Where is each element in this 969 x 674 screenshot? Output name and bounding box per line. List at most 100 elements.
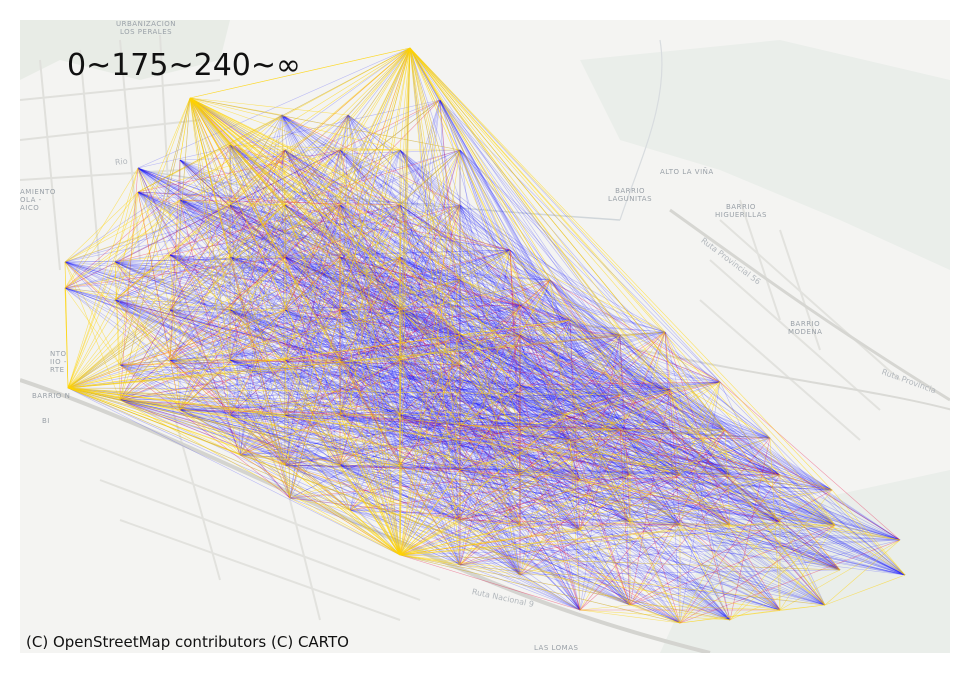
flow-line — [579, 524, 681, 531]
flow-line — [64, 149, 461, 263]
flow-line — [579, 609, 681, 624]
flow-line — [409, 47, 781, 523]
flow-line — [284, 204, 291, 499]
flow-line — [399, 519, 461, 556]
flow-line — [137, 167, 621, 396]
flow-line — [137, 191, 836, 526]
flow-line — [679, 474, 836, 526]
flow-line — [569, 439, 631, 606]
flow-line — [284, 114, 349, 151]
flow-line — [399, 304, 521, 556]
flow-line — [399, 429, 621, 556]
flow-line — [119, 399, 906, 576]
flow-line — [179, 334, 521, 411]
flow-line — [119, 364, 781, 476]
flow-line — [64, 287, 841, 571]
flow-line — [284, 204, 341, 311]
legend-title: 0~175~240~∞ — [67, 48, 302, 83]
flow-line — [179, 409, 401, 416]
flow-line — [459, 474, 781, 566]
flow-line — [339, 309, 401, 361]
flow-line — [399, 47, 411, 151]
flow-line — [399, 554, 731, 621]
flow-line — [564, 414, 731, 526]
flow-line — [519, 334, 841, 571]
flow-line — [399, 359, 461, 366]
main-road — [669, 208, 950, 402]
flow-line — [399, 256, 731, 476]
flow-line — [399, 381, 721, 556]
flow-line — [67, 387, 521, 526]
flow-line — [229, 256, 906, 576]
flow-line — [64, 204, 231, 289]
flow-line — [229, 334, 621, 416]
flow-line — [281, 114, 401, 556]
flow-line — [229, 256, 401, 416]
flow-line — [119, 97, 191, 401]
flow-line — [239, 149, 286, 456]
flow-line — [459, 149, 731, 476]
flow-line — [64, 144, 231, 289]
flow-line — [119, 256, 286, 401]
flow-line — [399, 359, 681, 476]
flow-line — [519, 334, 621, 396]
flow-line — [347, 114, 631, 606]
flow-line — [409, 47, 461, 566]
flow-line — [229, 114, 349, 416]
flow-line — [137, 167, 341, 258]
flow-line — [439, 99, 726, 431]
flow-line — [179, 159, 906, 576]
flow-line — [284, 149, 841, 571]
flow-line — [459, 424, 631, 476]
flow-line — [459, 469, 631, 606]
flow-line — [339, 256, 401, 416]
flow-line — [729, 524, 836, 621]
flow-line — [239, 454, 901, 541]
flow-line — [284, 414, 681, 624]
flow-line — [459, 469, 901, 541]
flow-line — [729, 437, 771, 621]
basemap-tiles — [20, 20, 950, 653]
flow-line — [284, 149, 401, 206]
flow-line — [779, 474, 833, 491]
flow-line — [284, 464, 631, 476]
flow-line — [349, 334, 621, 511]
flow-line — [629, 429, 726, 606]
flow-line — [409, 47, 621, 396]
flow-line — [569, 439, 781, 476]
flow-line — [169, 149, 461, 361]
flow-line — [339, 256, 521, 306]
flow-line — [67, 387, 731, 526]
flow-line — [399, 256, 781, 523]
flow-line — [399, 149, 461, 258]
flow-line — [64, 287, 901, 541]
flow-line — [284, 47, 411, 361]
flow-line — [399, 479, 581, 556]
flow-line — [519, 304, 681, 476]
flow-line — [579, 474, 731, 611]
flow-line — [64, 199, 181, 263]
flow-line — [189, 97, 826, 606]
flow-line — [114, 299, 181, 411]
flow-line — [239, 204, 286, 456]
flow-line — [339, 204, 906, 576]
flow-line — [67, 279, 461, 389]
flow-line — [64, 191, 139, 289]
flow-line — [399, 359, 826, 606]
flow-line — [281, 114, 666, 333]
flow-line — [399, 309, 781, 611]
flow-line — [289, 474, 521, 499]
flow-line — [399, 249, 511, 311]
flow-line — [137, 167, 171, 311]
flow-line — [179, 384, 521, 411]
flow-line — [339, 414, 731, 526]
flow-line — [114, 261, 121, 401]
flow-line — [459, 364, 721, 383]
flow-line — [347, 114, 771, 439]
flow-line — [564, 414, 833, 491]
flow-line — [459, 249, 511, 521]
flow-line — [67, 249, 511, 389]
flow-line — [459, 539, 901, 566]
flow-line — [119, 399, 781, 476]
flow-line — [409, 47, 671, 431]
